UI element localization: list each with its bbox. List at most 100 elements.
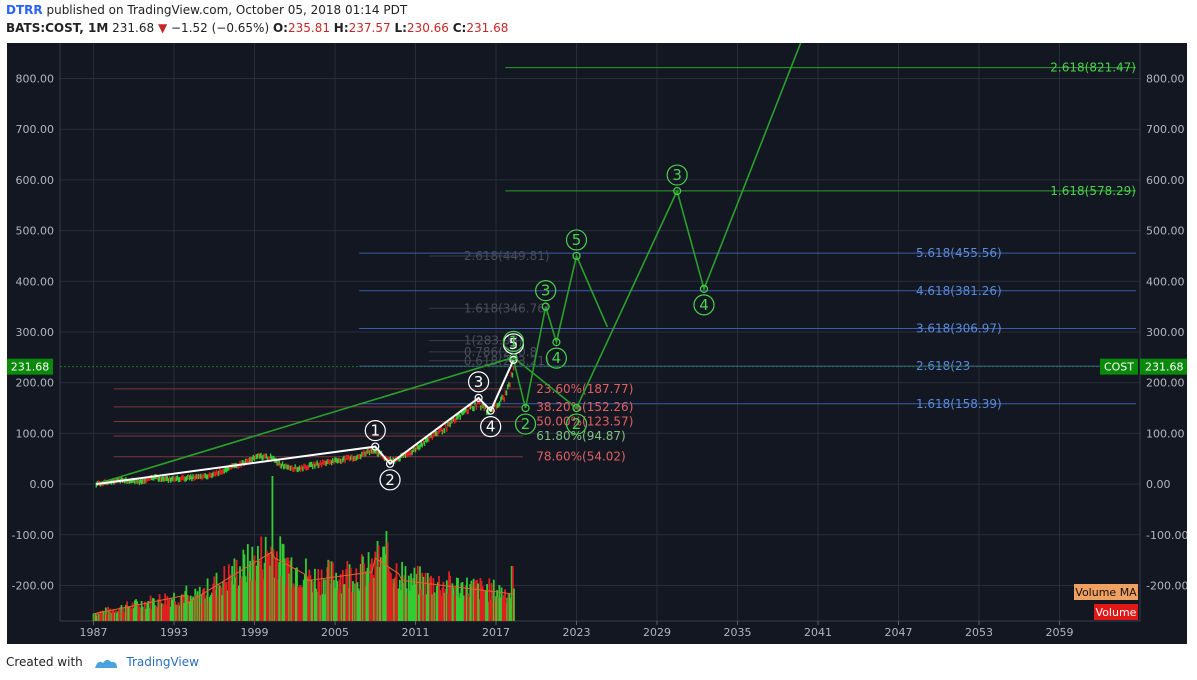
high-label: H: bbox=[333, 21, 349, 35]
volume-bar bbox=[205, 595, 208, 621]
volume-bar bbox=[390, 573, 392, 621]
fib-retracement-label: 61.80%(94.87) bbox=[536, 429, 625, 443]
fib-level-label: 4.618(381.26) bbox=[916, 284, 1002, 298]
volume-bar bbox=[328, 560, 331, 621]
volume-bar bbox=[154, 605, 156, 621]
volume-bar bbox=[501, 598, 504, 621]
y-tick-label-left: 0.00 bbox=[30, 478, 55, 491]
volume-bar bbox=[401, 561, 404, 621]
volume-bar bbox=[450, 587, 453, 621]
volume-bar bbox=[113, 612, 116, 621]
volume-bar bbox=[185, 585, 188, 621]
volume-bar bbox=[101, 610, 104, 621]
volume-bar bbox=[490, 583, 493, 621]
volume-bar bbox=[500, 587, 503, 621]
wave-label-green-large-node bbox=[699, 284, 709, 294]
y-tick-label-left: 700.00 bbox=[16, 123, 55, 136]
volume-bar bbox=[413, 567, 416, 621]
volume-bar bbox=[269, 565, 272, 621]
volume-bar bbox=[102, 611, 105, 621]
volume-bar bbox=[262, 579, 265, 621]
volume-bar bbox=[211, 592, 213, 621]
volume-bar bbox=[170, 598, 173, 621]
volume-bar bbox=[397, 588, 400, 621]
volume-bar bbox=[386, 542, 389, 621]
volume-bar bbox=[497, 596, 500, 621]
volume-bar bbox=[372, 575, 374, 621]
volume-bar bbox=[151, 598, 154, 621]
last-price-tag-right-text: 231.68 bbox=[1145, 361, 1184, 374]
volume-bar bbox=[248, 571, 250, 621]
y-tick-label-left: 300.00 bbox=[16, 326, 55, 339]
volume-bar bbox=[229, 574, 231, 621]
volume-bar bbox=[239, 566, 241, 621]
volume-bar bbox=[138, 606, 141, 621]
volume-bar bbox=[423, 594, 426, 621]
wave-label-green-large-node bbox=[572, 403, 581, 413]
volume-bar bbox=[314, 568, 316, 621]
wave-label-white-node bbox=[385, 459, 395, 468]
volume-bar bbox=[232, 584, 235, 621]
volume-bar bbox=[359, 563, 362, 621]
volume-bar bbox=[227, 564, 230, 621]
volume-bar bbox=[137, 603, 140, 621]
volume-ma-tag bbox=[1074, 584, 1138, 600]
volume-bar bbox=[180, 594, 183, 621]
wave-label-white-node bbox=[486, 406, 495, 415]
author-name[interactable]: DTRR bbox=[6, 3, 43, 17]
volume-bar bbox=[195, 593, 198, 621]
volume-bar bbox=[461, 581, 464, 621]
volume-bar bbox=[256, 545, 259, 621]
volume-bar bbox=[349, 567, 352, 621]
volume-bar bbox=[463, 600, 466, 621]
volume-bar bbox=[334, 587, 336, 621]
volume-bar bbox=[218, 585, 221, 621]
price-chart[interactable]: 800.00 800.00 700.00 700.00 600.00 600.00 500.… bbox=[7, 32, 1188, 644]
wave-label-white-text: 2 bbox=[385, 471, 395, 489]
fib-extension-label: 2.618(821.47) bbox=[1050, 61, 1136, 75]
volume-bar bbox=[508, 593, 511, 621]
volume-bar bbox=[100, 611, 103, 621]
tradingview-logo-icon[interactable] bbox=[93, 657, 119, 669]
wave-label-white-node bbox=[474, 393, 483, 403]
volume-bar bbox=[412, 578, 415, 621]
volume-bar bbox=[331, 562, 334, 621]
volume-bar bbox=[441, 587, 444, 621]
volume-bar bbox=[425, 594, 428, 621]
volume-bar bbox=[161, 606, 164, 621]
fib-level-label: 3.618(306.97) bbox=[916, 321, 1002, 335]
volume-bar bbox=[217, 583, 220, 621]
volume-bar bbox=[212, 583, 215, 621]
volume-bar bbox=[302, 579, 305, 621]
fib-level-label: 5.618(455.56) bbox=[916, 246, 1002, 260]
tradingview-link[interactable]: TradingView bbox=[126, 655, 199, 669]
wave-label-white-circle bbox=[379, 469, 401, 491]
last-price-tag-left bbox=[7, 358, 53, 375]
y-tick-label-left: -200.00 bbox=[12, 580, 54, 593]
chart-panel[interactable]: 800.00 800.00 700.00 700.00 600.00 600.00 500.… bbox=[7, 32, 1188, 644]
volume-bar bbox=[187, 595, 190, 621]
volume-bar bbox=[414, 584, 417, 621]
wave-label-white-text: 5 bbox=[509, 335, 519, 353]
volume-bar bbox=[130, 608, 133, 621]
volume-bar bbox=[362, 556, 364, 621]
volume-bar bbox=[431, 594, 434, 621]
volume-bar bbox=[290, 557, 293, 621]
volume-bar bbox=[208, 596, 211, 621]
fib-retracement-label: 78.60%(54.02) bbox=[536, 450, 625, 464]
volume-bar bbox=[393, 578, 396, 621]
volume-bar bbox=[273, 577, 276, 621]
volume-bar bbox=[479, 578, 482, 621]
volume-bar bbox=[395, 563, 398, 621]
volume-bar bbox=[340, 593, 343, 621]
open-label: O: bbox=[272, 21, 288, 35]
volume-bar bbox=[438, 576, 440, 621]
volume-bar bbox=[315, 588, 317, 621]
volume-bar bbox=[299, 584, 302, 621]
x-tick-label: 1987 bbox=[80, 626, 108, 639]
volume-bar bbox=[491, 591, 494, 621]
volume-bar bbox=[166, 596, 169, 621]
volume-bar bbox=[115, 610, 117, 621]
volume-bar bbox=[355, 568, 358, 621]
volume-bar bbox=[454, 585, 457, 621]
